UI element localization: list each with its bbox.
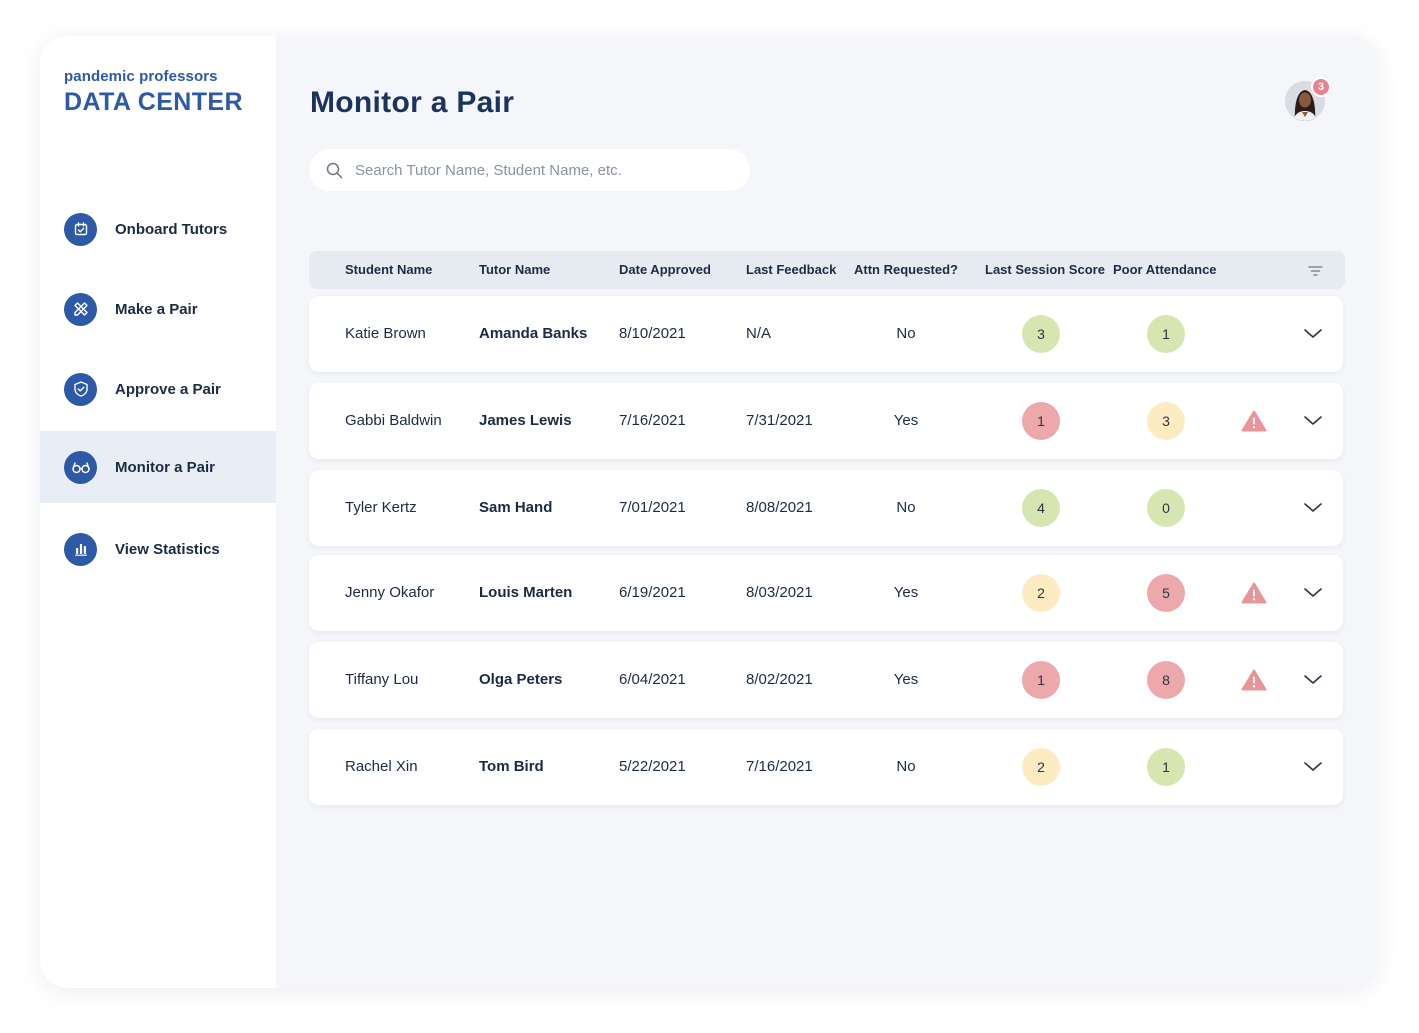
poor-attendance-badge: 3	[1147, 402, 1185, 440]
date-approved: 6/19/2021	[619, 584, 686, 601]
poor-attendance-badge: 1	[1147, 748, 1185, 786]
tutor-name: Louis Marten	[479, 584, 573, 601]
filter-icon[interactable]	[1308, 264, 1323, 282]
date-approved: 6/04/2021	[619, 671, 686, 688]
column-header-last-feedback[interactable]: Last Feedback	[746, 262, 837, 277]
sidebar-item-approve-a-pair[interactable]: Approve a Pair	[40, 353, 276, 425]
sidebar: pandemic professors DATA CENTER Onboard …	[40, 36, 276, 988]
warning-icon[interactable]	[1241, 669, 1267, 696]
column-header-last-session-score[interactable]: Last Session Score	[985, 262, 1105, 277]
app-window: pandemic professors DATA CENTER Onboard …	[40, 36, 1378, 988]
attn-requested: Yes	[893, 671, 919, 688]
student-name: Rachel Xin	[345, 758, 418, 775]
page-title: Monitor a Pair	[310, 86, 515, 119]
last-feedback: 7/16/2021	[746, 758, 813, 775]
chevron-down-icon[interactable]	[1303, 586, 1323, 604]
search-icon	[326, 162, 343, 184]
sidebar-item-make-a-pair[interactable]: Make a Pair	[40, 273, 276, 345]
bar-chart-icon	[64, 532, 97, 566]
sidebar-item-monitor-a-pair[interactable]: Monitor a Pair	[40, 431, 276, 503]
tutor-name: James Lewis	[479, 412, 572, 429]
sidebar-item-label: Monitor a Pair	[115, 458, 216, 476]
chevron-down-icon[interactable]	[1303, 501, 1323, 519]
student-name: Gabbi Baldwin	[345, 412, 442, 429]
brand-title: DATA CENTER	[64, 88, 243, 116]
column-header-tutor-name[interactable]: Tutor Name	[479, 262, 551, 277]
chevron-down-icon[interactable]	[1303, 414, 1323, 432]
table-row[interactable]: Jenny Okafor Louis Marten 6/19/2021 8/03…	[309, 555, 1343, 631]
last-session-score-badge: 1	[1022, 661, 1060, 699]
poor-attendance-badge: 0	[1147, 489, 1185, 527]
column-header-student-name[interactable]: Student Name	[345, 262, 433, 277]
calendar-check-icon	[64, 212, 97, 246]
tutor-name: Amanda Banks	[479, 325, 588, 342]
shield-check-icon	[64, 372, 97, 406]
last-session-score-badge: 3	[1022, 315, 1060, 353]
table-row[interactable]: Katie Brown Amanda Banks 8/10/2021 N/A N…	[309, 296, 1343, 372]
notification-badge[interactable]: 3	[1311, 77, 1331, 97]
poor-attendance-badge: 5	[1147, 574, 1185, 612]
chevron-down-icon[interactable]	[1303, 327, 1323, 345]
student-name: Tiffany Lou	[345, 671, 419, 688]
poor-attendance-badge: 1	[1147, 315, 1185, 353]
warning-icon[interactable]	[1241, 582, 1267, 609]
last-session-score-badge: 1	[1022, 402, 1060, 440]
sidebar-item-onboard-tutors[interactable]: Onboard Tutors	[40, 193, 276, 265]
attn-requested: No	[896, 499, 916, 516]
column-header-poor-attendance[interactable]: Poor Attendance	[1113, 262, 1217, 277]
date-approved: 7/16/2021	[619, 412, 686, 429]
glasses-icon	[64, 450, 97, 484]
last-session-score-badge: 2	[1022, 748, 1060, 786]
table-row[interactable]: Tiffany Lou Olga Peters 6/04/2021 8/02/2…	[309, 642, 1343, 718]
student-name: Katie Brown	[345, 325, 426, 342]
search-bar	[309, 149, 750, 191]
sidebar-item-label: Make a Pair	[115, 300, 198, 318]
last-feedback: 8/02/2021	[746, 671, 813, 688]
table-row[interactable]: Tyler Kertz Sam Hand 7/01/2021 8/08/2021…	[309, 470, 1343, 546]
column-header-date-approved[interactable]: Date Approved	[619, 262, 711, 277]
chevron-down-icon[interactable]	[1303, 673, 1323, 691]
attn-requested: No	[896, 325, 916, 342]
student-name: Tyler Kertz	[345, 499, 417, 516]
sidebar-item-view-statistics[interactable]: View Statistics	[40, 513, 276, 585]
sidebar-item-label: View Statistics	[115, 540, 220, 558]
table-row[interactable]: Rachel Xin Tom Bird 5/22/2021 7/16/2021 …	[309, 729, 1343, 805]
last-session-score-badge: 4	[1022, 489, 1060, 527]
tutor-name: Sam Hand	[479, 499, 553, 516]
last-session-score-badge: 2	[1022, 574, 1060, 612]
tutor-name: Tom Bird	[479, 758, 544, 775]
student-name: Jenny Okafor	[345, 584, 435, 601]
table-row[interactable]: Gabbi Baldwin James Lewis 7/16/2021 7/31…	[309, 383, 1343, 459]
date-approved: 7/01/2021	[619, 499, 686, 516]
attn-requested: Yes	[893, 412, 919, 429]
tutor-name: Olga Peters	[479, 671, 563, 688]
date-approved: 8/10/2021	[619, 325, 686, 342]
column-header-attn-requested[interactable]: Attn Requested?	[854, 262, 958, 277]
sidebar-item-label: Approve a Pair	[115, 380, 221, 398]
pencil-ruler-icon	[64, 292, 97, 326]
poor-attendance-badge: 8	[1147, 661, 1185, 699]
table-header: Student Name Tutor Name Date Approved La…	[309, 251, 1345, 289]
brand-subtitle: pandemic professors	[64, 68, 218, 85]
date-approved: 5/22/2021	[619, 758, 686, 775]
search-input[interactable]	[355, 149, 735, 191]
warning-icon[interactable]	[1241, 410, 1267, 437]
last-feedback: 7/31/2021	[746, 412, 813, 429]
sidebar-item-label: Onboard Tutors	[115, 220, 228, 238]
chevron-down-icon[interactable]	[1303, 760, 1323, 778]
last-feedback: 8/08/2021	[746, 499, 813, 516]
attn-requested: Yes	[893, 584, 919, 601]
last-feedback: 8/03/2021	[746, 584, 813, 601]
last-feedback: N/A	[746, 325, 772, 342]
attn-requested: No	[896, 758, 916, 775]
